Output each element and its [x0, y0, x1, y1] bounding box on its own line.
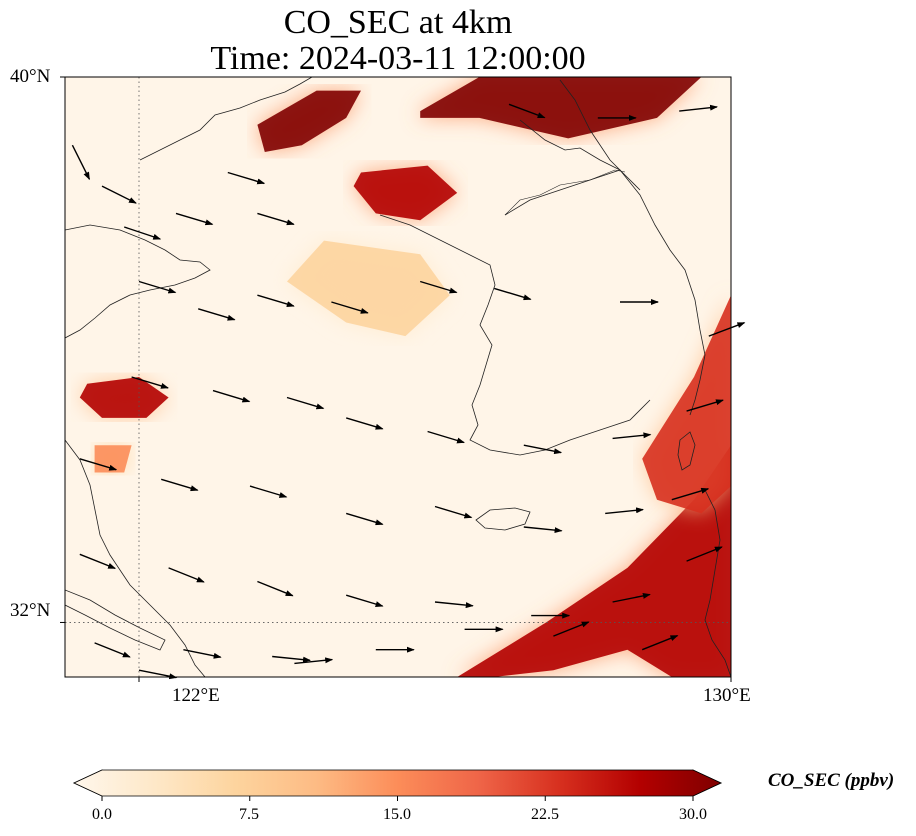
korea-west-coastline — [379, 214, 651, 456]
dmz-border — [504, 169, 626, 216]
wind-vector — [493, 287, 532, 301]
colorbar-tick-label: 15.0 — [383, 806, 411, 823]
wind-vector — [227, 171, 266, 185]
china-coastline-south — [65, 439, 206, 677]
colorbar-tick-label: 7.5 — [239, 806, 259, 823]
colorbar-tick-label: 30.0 — [679, 806, 707, 823]
jeju-island — [475, 507, 531, 531]
wind-vector — [671, 487, 710, 501]
colorbar — [73, 769, 722, 801]
wind-vector — [249, 485, 288, 498]
wind-vector — [641, 634, 679, 651]
wind-vector — [553, 621, 590, 637]
lon-tick-label-130: 130°E — [703, 685, 751, 706]
wind-vector — [257, 294, 295, 307]
southeast-band — [435, 445, 731, 677]
colorbar-tick-label: 0.0 — [92, 806, 112, 823]
lon-tick-label-122: 122°E — [172, 685, 220, 706]
wind-vector — [257, 580, 294, 597]
wind-vector — [686, 546, 723, 562]
northwest-plume — [257, 90, 361, 152]
axis-ticks — [60, 76, 732, 682]
yangtze-estuary — [65, 589, 166, 651]
wind-vector — [612, 592, 651, 603]
wind-vector — [183, 649, 222, 659]
lat-tick-label-40: 40°N — [10, 66, 51, 87]
wind-vector — [419, 280, 458, 294]
west-coast-plume — [79, 377, 169, 418]
wind-vector — [286, 396, 325, 410]
wind-vector — [71, 144, 91, 181]
wind-vector — [679, 104, 718, 112]
wind-vector — [160, 478, 199, 492]
wind-vector — [434, 601, 474, 609]
northeast-plume — [420, 77, 702, 139]
wind-vector — [708, 322, 746, 337]
wind-vector — [138, 669, 178, 680]
wind-vector — [101, 185, 137, 204]
wind-vector — [212, 389, 251, 403]
east-coast-band — [642, 295, 731, 514]
central-haze — [287, 240, 450, 337]
wind-vector — [434, 505, 473, 519]
wind-vector — [123, 226, 162, 240]
wind-vector — [345, 512, 384, 526]
tsushima-island — [677, 431, 696, 471]
gridlines — [65, 77, 731, 677]
wind-vector — [523, 444, 563, 455]
wind-vector — [131, 376, 169, 389]
korea-north-coastline — [519, 119, 621, 171]
wind-vector — [427, 430, 465, 444]
wind-vector — [94, 642, 131, 658]
wind-vector — [523, 526, 563, 534]
wind-vector — [257, 212, 295, 226]
map-subtitle: Time: 2024-03-11 12:00:00 — [210, 40, 586, 77]
wind-vector — [345, 417, 384, 430]
wind-vector — [345, 594, 384, 607]
wind-vector — [686, 399, 724, 412]
colorbar-ticks — [101, 796, 694, 801]
coastlines — [65, 77, 731, 677]
wind-vector — [79, 458, 118, 471]
china-coastline — [65, 224, 211, 339]
colorbar-tick-label: 22.5 — [531, 806, 559, 823]
liaodong-coastline — [139, 77, 313, 161]
co-concentration-field — [79, 77, 731, 677]
wind-vector — [138, 280, 177, 294]
wind-vector — [612, 432, 652, 440]
wind-vector — [605, 507, 644, 515]
wind-vector — [508, 103, 546, 119]
korea-east-coastline — [504, 169, 706, 416]
wind-vector — [197, 308, 236, 321]
central-north-plume — [353, 165, 458, 221]
wind-vectors — [71, 103, 746, 680]
korea-northeast-coastline — [559, 79, 641, 191]
wind-vector — [272, 655, 311, 663]
wind-vector — [331, 301, 369, 314]
map-title: CO_SEC at 4km — [283, 4, 513, 41]
colorbar-label: CO_SEC (ppbv) — [768, 770, 895, 791]
plot-frame — [64, 76, 732, 678]
kyushu-coastline — [704, 489, 731, 677]
wind-vector — [294, 657, 334, 665]
wind-vector — [168, 567, 205, 583]
wind-vector — [79, 553, 117, 570]
lat-tick-label-32: 32°N — [10, 600, 51, 621]
wind-vector — [175, 212, 214, 226]
colorbar-gradient — [73, 769, 722, 797]
